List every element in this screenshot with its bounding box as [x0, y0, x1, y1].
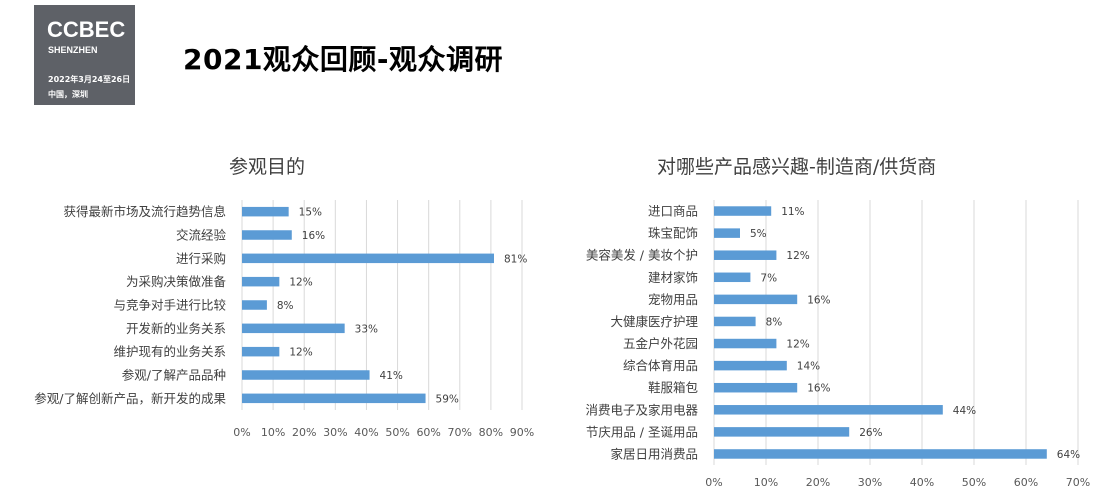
chart-title-product-interest: 对哪些产品感兴趣-制造商/供货商 — [657, 156, 937, 178]
visit-data-label: 15% — [299, 207, 322, 219]
x-tick-label: 60% — [1014, 476, 1038, 489]
visit-bar — [242, 300, 267, 310]
x-tick-label: 10% — [754, 476, 778, 489]
product-category-label: 进口商品 — [648, 204, 698, 219]
product-bar — [714, 316, 756, 327]
product-data-label: 7% — [760, 272, 777, 284]
x-tick-label: 60% — [416, 426, 440, 439]
product-data-label: 64% — [1057, 449, 1080, 461]
visit-bar — [242, 230, 292, 240]
product-category-label: 宠物用品 — [648, 292, 698, 307]
product-data-label: 12% — [786, 339, 809, 351]
logo-place: 中国，深圳 — [48, 90, 88, 99]
visit-category-label: 为采购决策做准备 — [126, 274, 227, 289]
product-category-label: 节庆用品 / 圣诞用品 — [586, 424, 698, 439]
visit-data-label: 16% — [302, 230, 325, 242]
product-category-label: 消费电子及家用电器 — [585, 402, 698, 417]
product-category-label: 美容美发 / 美妆个护 — [586, 248, 698, 263]
logo-name: CCBEC — [47, 17, 126, 42]
x-tick-label: 0% — [233, 426, 250, 439]
product-data-label: 5% — [750, 228, 767, 240]
product-bar — [714, 206, 772, 216]
product-bar — [714, 294, 798, 305]
x-tick-label: 50% — [962, 476, 986, 489]
visit-bar — [242, 323, 345, 334]
product-data-label: 44% — [953, 405, 976, 417]
product-data-label: 16% — [807, 294, 830, 306]
product-category-label: 综合体育用品 — [623, 358, 698, 373]
visit-bar — [242, 346, 280, 357]
visit-category-label: 交流经验 — [176, 228, 227, 243]
visit-category-label: 获得最新市场及流行趋势信息 — [63, 204, 226, 219]
visit-category-label: 开发新的业务关系 — [126, 321, 226, 336]
visit-bar — [242, 276, 280, 287]
logo-date: 2022年3月24至26日 — [48, 75, 131, 84]
product-bar — [714, 427, 850, 437]
product-bar — [714, 360, 787, 371]
visit-bar — [242, 393, 426, 404]
product-category-label: 建材家饰 — [648, 270, 698, 285]
visit-category-label: 与竞争对手进行比较 — [113, 298, 226, 313]
x-tick-label: 40% — [910, 476, 934, 489]
visit-data-label: 41% — [380, 370, 403, 382]
product-bar — [714, 228, 740, 238]
visit-category-label: 进行采购 — [176, 251, 226, 266]
x-tick-label: 20% — [806, 476, 830, 489]
product-bar — [714, 405, 943, 415]
x-tick-label: 0% — [705, 476, 722, 489]
visit-data-label: 33% — [355, 323, 378, 335]
logo-block: CCBEC SHENZHEN 2022年3月24至26日 中国，深圳 — [34, 5, 135, 105]
product-bar — [714, 449, 1047, 459]
product-data-label: 8% — [766, 316, 783, 328]
product-data-label: 16% — [807, 383, 830, 395]
product-bar — [714, 382, 798, 393]
visit-category-label: 参观/了解创新产品，新开发的成果 — [34, 391, 226, 406]
x-tick-label: 10% — [261, 426, 285, 439]
x-tick-label: 30% — [858, 476, 882, 489]
x-tick-label: 70% — [448, 426, 472, 439]
visit-bar — [242, 253, 494, 264]
x-tick-label: 70% — [1066, 476, 1090, 489]
x-tick-label: 90% — [510, 426, 534, 439]
product-bar — [714, 272, 751, 283]
product-bar — [714, 338, 777, 349]
x-tick-label: 80% — [479, 426, 503, 439]
product-data-label: 11% — [781, 206, 804, 218]
product-bar — [714, 250, 777, 260]
visit-data-label: 59% — [436, 393, 459, 405]
visit-category-label: 维护现有的业务关系 — [113, 344, 226, 359]
visit-bar — [242, 370, 370, 380]
visit-bar — [242, 206, 289, 217]
x-tick-label: 20% — [292, 426, 316, 439]
product-category-label: 五金户外花园 — [623, 336, 698, 351]
product-category-label: 家居日用消费品 — [610, 446, 698, 461]
visit-data-label: 12% — [289, 347, 312, 359]
product-data-label: 12% — [786, 250, 809, 262]
visit-category-label: 参观/了解产品品种 — [122, 368, 226, 383]
product-category-label: 鞋服箱包 — [648, 380, 698, 395]
x-tick-label: 40% — [354, 426, 378, 439]
x-tick-label: 50% — [385, 426, 409, 439]
logo-city: SHENZHEN — [48, 45, 98, 55]
product-data-label: 14% — [797, 361, 820, 373]
page-title: 2021观众回顾-观众调研 — [183, 43, 504, 76]
product-data-label: 26% — [859, 427, 882, 439]
visit-data-label: 81% — [504, 253, 527, 265]
visit-data-label: 12% — [289, 277, 312, 289]
product-category-label: 大健康医疗护理 — [610, 314, 698, 329]
chart-title-visit-purpose: 参观目的 — [229, 156, 306, 178]
visit-data-label: 8% — [277, 300, 294, 312]
x-tick-label: 30% — [323, 426, 347, 439]
product-category-label: 珠宝配饰 — [648, 226, 698, 241]
